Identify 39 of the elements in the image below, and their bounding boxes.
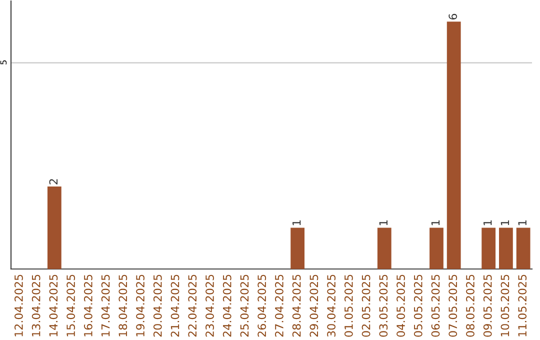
x-tick-label: 11.05.2025 — [518, 274, 527, 336]
x-tick-label: 17.04.2025 — [101, 274, 110, 336]
x-tick-label: 10.05.2025 — [500, 274, 510, 336]
x-tick-label: 07.05.2025 — [448, 274, 458, 337]
data-label: 1 — [484, 220, 492, 226]
x-tick-label: 30.04.2025 — [327, 274, 336, 337]
x-tick-label: 15.04.2025 — [66, 274, 76, 336]
x-tick-label: 12.04.2025 — [14, 274, 23, 336]
x-tick-label: 06.05.2025 — [431, 274, 440, 337]
x-tick-label: 26.04.2025 — [258, 274, 266, 337]
data-label: 1 — [379, 220, 388, 226]
x-tick-label: 03.05.2025 — [379, 274, 388, 337]
data-label: 1 — [500, 220, 510, 226]
y-tick-label: 5 — [0, 60, 7, 64]
x-tick-label: 21.04.2025 — [170, 274, 180, 337]
x-tick-label: 08.05.2025 — [466, 274, 474, 337]
x-tick-label: 29.04.2025 — [310, 274, 318, 337]
x-tick-label: 24.04.2025 — [222, 274, 232, 337]
x-tick-label: 19.04.2025 — [136, 274, 144, 336]
x-tick-label: 23.04.2025 — [206, 274, 214, 337]
x-tick-label: 02.05.2025 — [362, 274, 370, 337]
x-tick-label: 13.04.2025 — [32, 274, 40, 336]
x-tick-label: 01.05.2025 — [344, 274, 353, 337]
x-tick-label: 27.04.2025 — [275, 274, 284, 337]
data-label: 6 — [448, 14, 458, 20]
x-tick-label: 14.04.2025 — [49, 274, 58, 336]
x-tick-label: 28.04.2025 — [292, 274, 301, 337]
x-tick-label: 16.04.2025 — [84, 274, 92, 336]
x-tick-label: 09.05.2025 — [483, 274, 492, 337]
x-tick-label: 04.05.2025 — [396, 274, 405, 337]
x-tick-label: 20.04.2025 — [153, 274, 162, 337]
x-tick-label: 22.04.2025 — [188, 274, 197, 337]
data-label: 2 — [49, 179, 58, 184]
data-label: 1 — [292, 220, 301, 226]
x-tick-label: 05.05.2025 — [414, 274, 422, 337]
x-tick-label: 18.04.2025 — [118, 274, 128, 336]
data-label: 1 — [431, 220, 440, 226]
x-tick-label: 25.04.2025 — [240, 274, 249, 337]
data-label: 1 — [518, 220, 526, 226]
